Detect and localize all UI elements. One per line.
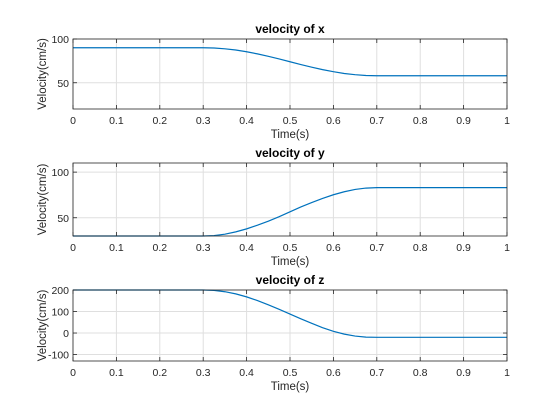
x-tick-label: 0.8 — [413, 115, 428, 127]
x-tick-label: 0.6 — [326, 242, 341, 254]
x-tick-label: 0.3 — [196, 115, 211, 127]
y-tick-label: 100 — [51, 307, 69, 319]
x-tick-label: 0.5 — [283, 367, 298, 379]
chart-title: velocity of x — [255, 22, 325, 36]
x-tick-label: 0.8 — [413, 367, 428, 379]
subplot-3: 0 0.1 0.2 0.3 0.4 0.5 0.6 0.7 0.8 0.9 1-1000100200… — [37, 273, 510, 393]
x-tick-label: 1 — [504, 242, 510, 254]
x-tick-label: 0.2 — [152, 115, 167, 127]
x-tick-label: 0.9 — [456, 242, 471, 254]
x-tick-label: 0.5 — [283, 115, 298, 127]
subplot-1: 0 0.1 0.2 0.3 0.4 0.5 0.6 0.7 0.8 0.9 1 50 100 veloci… — [37, 22, 510, 141]
subplot-2: 0 0.1 0.2 0.3 0.4 0.5 0.6 0.7 0.8 0.9 1 50 100 veloci… — [37, 146, 510, 268]
x-tick-label: 0.7 — [369, 115, 384, 127]
x-tick-label: 0.4 — [239, 242, 254, 254]
y-axis-label: Velocity(cm/s) — [37, 164, 49, 236]
x-tick-label: 0.8 — [413, 242, 428, 254]
x-tick-label: 0.2 — [152, 367, 167, 379]
x-tick-label: 0.6 — [326, 115, 341, 127]
x-tick-label: 0.5 — [283, 242, 298, 254]
chart-title: velocity of z — [256, 273, 325, 287]
y-tick-label: 200 — [51, 285, 69, 297]
y-tick-label: -100 — [48, 350, 69, 362]
x-tick-label: 0.4 — [239, 115, 254, 127]
series-line — [73, 289, 507, 338]
x-tick-label: 0.3 — [196, 242, 211, 254]
x-tick-label: 1 — [504, 115, 510, 127]
chart-title: velocity of y — [255, 146, 325, 160]
y-axis-label: Velocity(cm/s) — [37, 290, 49, 362]
x-tick-label: 0.9 — [456, 367, 471, 379]
y-tick-label: 0 — [63, 328, 69, 340]
y-tick-label: 50 — [57, 78, 69, 90]
x-axis-label: Time(s) — [271, 381, 310, 393]
series-line — [73, 47, 507, 77]
x-tick-label: 0 — [70, 242, 76, 254]
x-axis-label: Time(s) — [271, 256, 310, 268]
x-tick-label: 0.7 — [369, 367, 384, 379]
y-tick-label: 100 — [51, 167, 69, 179]
y-tick-label: 100 — [51, 34, 69, 46]
x-tick-label: 0.9 — [456, 115, 471, 127]
x-tick-label: 0.7 — [369, 242, 384, 254]
x-tick-label: 0.1 — [109, 115, 124, 127]
y-axis-label: Velocity(cm/s) — [37, 38, 49, 110]
x-tick-label: 0.1 — [109, 367, 124, 379]
x-tick-label: 0.2 — [152, 242, 167, 254]
x-axis-label: Time(s) — [271, 129, 310, 141]
x-tick-label: 0.1 — [109, 242, 124, 254]
x-tick-label: 0.4 — [239, 367, 254, 379]
x-tick-label: 0 — [70, 367, 76, 379]
y-tick-label: 50 — [57, 213, 69, 225]
series-line — [73, 187, 507, 237]
x-tick-label: 1 — [504, 367, 510, 379]
x-tick-label: 0 — [70, 115, 76, 127]
x-tick-label: 0.3 — [196, 367, 211, 379]
x-tick-label: 0.6 — [326, 367, 341, 379]
